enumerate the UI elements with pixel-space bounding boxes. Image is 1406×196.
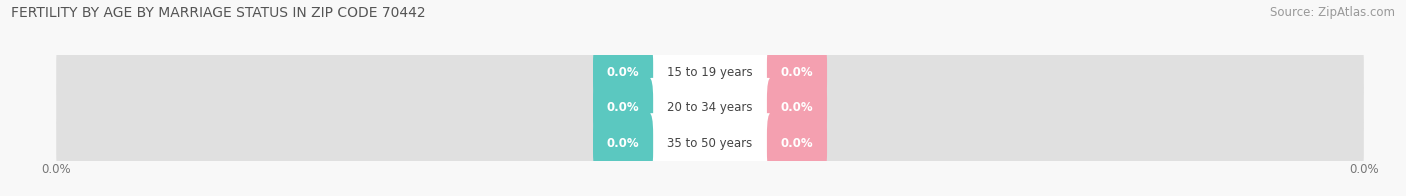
- Text: 0.0%: 0.0%: [780, 137, 813, 150]
- Text: 0.0%: 0.0%: [607, 137, 640, 150]
- Text: 0.0%: 0.0%: [607, 101, 640, 114]
- FancyBboxPatch shape: [593, 43, 654, 103]
- Text: FERTILITY BY AGE BY MARRIAGE STATUS IN ZIP CODE 70442: FERTILITY BY AGE BY MARRIAGE STATUS IN Z…: [11, 6, 426, 20]
- FancyBboxPatch shape: [593, 78, 654, 138]
- FancyBboxPatch shape: [766, 113, 827, 173]
- FancyBboxPatch shape: [56, 44, 1364, 101]
- Text: 0.0%: 0.0%: [780, 101, 813, 114]
- FancyBboxPatch shape: [647, 78, 773, 138]
- Text: 20 to 34 years: 20 to 34 years: [668, 101, 752, 114]
- Text: Source: ZipAtlas.com: Source: ZipAtlas.com: [1270, 6, 1395, 19]
- FancyBboxPatch shape: [593, 113, 654, 173]
- FancyBboxPatch shape: [766, 78, 827, 138]
- FancyBboxPatch shape: [766, 43, 827, 103]
- Text: 0.0%: 0.0%: [607, 66, 640, 79]
- Text: 35 to 50 years: 35 to 50 years: [668, 137, 752, 150]
- FancyBboxPatch shape: [56, 79, 1364, 136]
- FancyBboxPatch shape: [647, 43, 773, 103]
- Text: 0.0%: 0.0%: [780, 66, 813, 79]
- FancyBboxPatch shape: [647, 113, 773, 173]
- Text: 15 to 19 years: 15 to 19 years: [668, 66, 752, 79]
- FancyBboxPatch shape: [56, 114, 1364, 172]
